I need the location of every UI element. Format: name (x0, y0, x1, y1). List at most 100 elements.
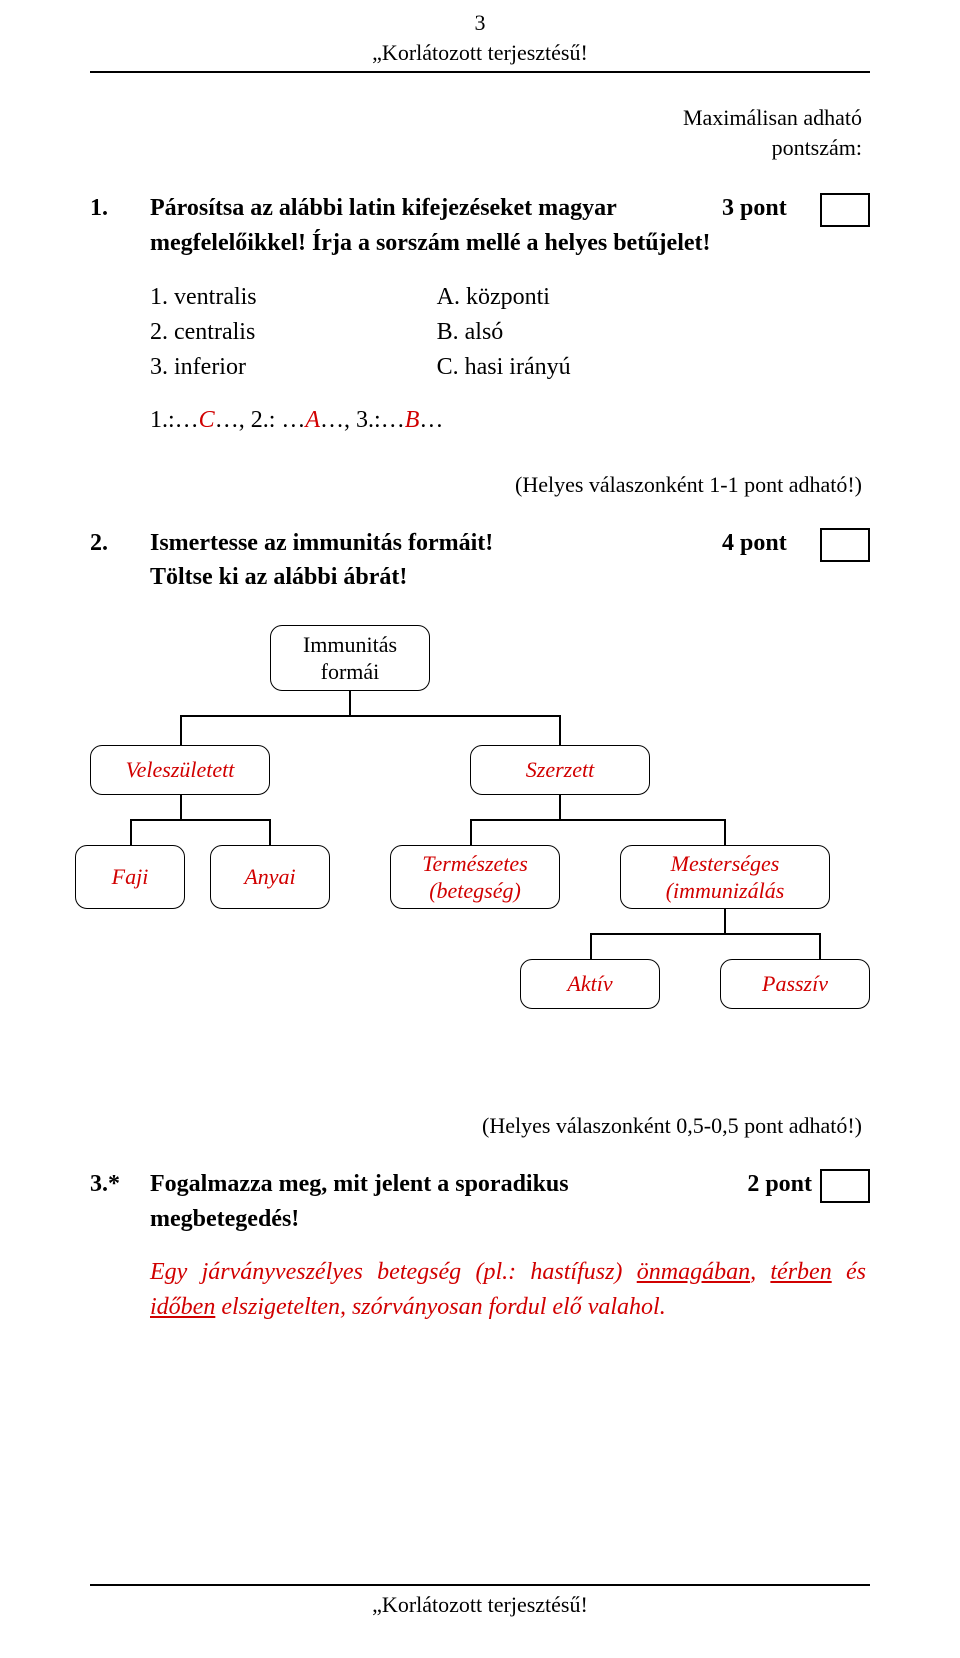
conn-velesz-h (130, 819, 270, 821)
question-3-score-box (820, 1169, 870, 1203)
question-2-scoring: (Helyes válaszonként 0,5-0,5 pont adható… (90, 1113, 862, 1139)
node-passziv-text: Passzív (762, 970, 828, 998)
question-2: 2. Ismertesse az immunitás formáit! Tölt… (90, 526, 870, 1140)
q3-ans-post: elszigetelten, szórványosan fordul elő v… (215, 1294, 665, 1320)
node-veleszuletett-text: Veleszületett (126, 756, 235, 784)
conn-aktiv-v (590, 933, 592, 959)
question-1-answer: 1.:…C…, 2.: …A…, 3.:…B… (150, 403, 870, 438)
node-root: Immunitás formái (270, 625, 430, 691)
pair-left-2: 2. centralis (150, 315, 257, 350)
node-root-l1: Immunitás (303, 632, 397, 657)
question-3-text: Fogalmazza meg, mit jelent a sporadikus … (150, 1167, 722, 1237)
node-mest-l2: (immunizálás (666, 878, 785, 903)
max-points-line1: Maximálisan adható (90, 103, 862, 133)
question-1-text-line1: Párosítsa az alábbi latin kifejezéseket … (150, 195, 617, 221)
header-classification: „Korlátozott terjesztésű! (90, 38, 870, 68)
question-3: 3.* Fogalmazza meg, mit jelent a sporadi… (90, 1167, 870, 1324)
question-3-number: 3.* (90, 1167, 150, 1202)
pair-left-col: 1. ventralis 2. centralis 3. inferior (150, 280, 257, 384)
question-1-score-box (820, 193, 870, 227)
page: 3 „Korlátozott terjesztésű! Maximálisan … (0, 0, 960, 1658)
question-2-points: 4 pont (722, 526, 812, 561)
ans-b: B (405, 407, 420, 433)
conn-l2-h (180, 715, 560, 717)
q3-ans-pre: Egy járványveszélyes betegség (pl.: hast… (150, 1259, 637, 1285)
footer-classification: „Korlátozott terjesztésű! (90, 1586, 870, 1618)
node-veleszuletett: Veleszületett (90, 745, 270, 795)
question-2-header: 2. Ismertesse az immunitás formáit! Tölt… (90, 526, 870, 596)
question-1-number: 1. (90, 191, 150, 226)
node-mest-l1: Mesterséges (671, 851, 780, 876)
page-header: 3 „Korlátozott terjesztésű! (90, 0, 870, 73)
node-szerzett-text: Szerzett (526, 756, 594, 784)
conn-root-v (349, 691, 351, 715)
conn-anyai-v (269, 819, 271, 845)
pair-right-1: A. központi (437, 280, 571, 315)
node-aktiv: Aktív (520, 959, 660, 1009)
conn-passziv-v (819, 933, 821, 959)
max-points-line2: pontszám: (90, 133, 862, 163)
conn-faji-v (130, 819, 132, 845)
q3-ans-u1: önmagában (637, 1259, 750, 1285)
ans-mid2: …, 3.:… (320, 407, 405, 433)
conn-mest-h (590, 933, 820, 935)
ans-c: C (199, 407, 215, 433)
question-2-number: 2. (90, 526, 150, 561)
page-number: 3 (90, 8, 870, 38)
node-term-l1: Természetes (422, 851, 528, 876)
question-1-header: 1. Párosítsa az alábbi latin kifejezések… (90, 191, 870, 261)
conn-veleszuletett-v (180, 715, 182, 745)
pair-right-3: C. hasi irányú (437, 350, 571, 385)
conn-szer-h (470, 819, 725, 821)
pair-left-3: 3. inferior (150, 350, 257, 385)
pair-right-col: A. központi B. alsó C. hasi irányú (437, 280, 571, 384)
node-faji: Faji (75, 845, 185, 909)
conn-velesz-down (180, 795, 182, 819)
question-1-scoring: (Helyes válaszonként 1-1 pont adható!) (90, 472, 862, 498)
node-anyai-text: Anyai (244, 863, 295, 891)
question-3-answer: Egy járványveszélyes betegség (pl.: hast… (150, 1255, 870, 1325)
node-term-l2: (betegség) (429, 878, 521, 903)
conn-szer-down (559, 795, 561, 819)
immunity-diagram: Immunitás formái Veleszületett Szerzett (90, 625, 870, 1105)
question-1-text-line2: megfelelőikkel! Írja a sorszám mellé a h… (150, 230, 711, 256)
question-2-score-box (820, 528, 870, 562)
question-2-text: Ismertesse az immunitás formáit! Töltse … (150, 526, 722, 596)
node-szerzett: Szerzett (470, 745, 650, 795)
conn-szerzett-v (559, 715, 561, 745)
conn-mest-v (724, 819, 726, 845)
question-3-header: 3.* Fogalmazza meg, mit jelent a sporadi… (90, 1167, 870, 1237)
q3-ans-u2: térben (770, 1259, 831, 1285)
max-points-label: Maximálisan adható pontszám: (90, 103, 862, 162)
node-root-text: Immunitás formái (303, 631, 397, 686)
ans-prefix: 1.:… (150, 407, 199, 433)
question-2-text-line2: Töltse ki az alábbi ábrát! (150, 564, 407, 590)
question-1: 1. Párosítsa az alábbi latin kifejezések… (90, 191, 870, 498)
question-2-text-line1: Ismertesse az immunitás formáit! (150, 530, 493, 556)
node-mesterseges: Mesterséges (immunizálás (620, 845, 830, 909)
node-mesterseges-text: Mesterséges (immunizálás (666, 850, 785, 905)
ans-mid1: …, 2.: … (215, 407, 306, 433)
page-footer: „Korlátozott terjesztésű! (90, 1584, 870, 1618)
node-aktiv-text: Aktív (567, 970, 612, 998)
pair-table: 1. ventralis 2. centralis 3. inferior A.… (150, 280, 870, 384)
header-rule (90, 71, 870, 73)
conn-term-v (470, 819, 472, 845)
node-passziv: Passzív (720, 959, 870, 1009)
ans-suffix: … (419, 407, 443, 433)
q3-ans-u3: időben (150, 1294, 215, 1320)
node-root-l2: formái (321, 659, 380, 684)
ans-a: A (305, 407, 320, 433)
q3-ans-mid2: és (832, 1259, 866, 1285)
node-termeszetes: Természetes (betegség) (390, 845, 560, 909)
question-1-points: 3 pont (722, 191, 812, 226)
question-1-pairs: 1. ventralis 2. centralis 3. inferior A.… (150, 280, 870, 437)
pair-left-1: 1. ventralis (150, 280, 257, 315)
q3-ans-mid1: , (750, 1259, 770, 1285)
node-termeszetes-text: Természetes (betegség) (422, 850, 528, 905)
pair-right-2: B. alsó (437, 315, 571, 350)
question-3-points: 2 pont (722, 1167, 812, 1202)
node-faji-text: Faji (112, 863, 149, 891)
question-1-text: Párosítsa az alábbi latin kifejezéseket … (150, 191, 722, 261)
node-anyai: Anyai (210, 845, 330, 909)
